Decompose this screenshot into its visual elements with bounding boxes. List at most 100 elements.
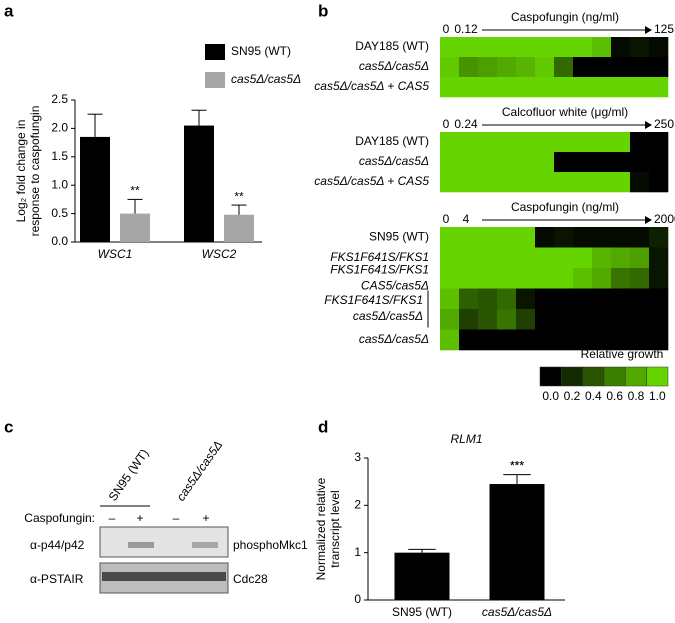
row-label: CAS5/cas5Δ (361, 278, 429, 292)
heatmap-cell (516, 227, 536, 248)
legend-label: cas5Δ/cas5Δ (231, 72, 301, 86)
heatmap-cell (440, 309, 460, 330)
bar (80, 136, 110, 242)
heatmap-cell (611, 152, 631, 173)
legend-swatch (205, 72, 225, 88)
y-axis-label: Normalized relative (314, 477, 328, 580)
heatmap-cell (592, 152, 612, 173)
treatment: + (136, 511, 143, 525)
row-label: FKS1F641S/FKS1 (330, 250, 429, 264)
heatmap-cell (592, 77, 612, 98)
chart-title: RLM1 (450, 432, 482, 446)
heatmap-cell (478, 57, 498, 78)
y-tick-label: 0 (354, 592, 361, 606)
block-title: Caspofungin (ng/ml) (511, 10, 619, 24)
heatmap-cell (478, 37, 498, 58)
colorbar-tick-label: 0.4 (585, 389, 602, 403)
heatmap-cell (592, 37, 612, 58)
heatmap-cell (630, 247, 650, 269)
heatmap-cell (535, 329, 555, 351)
heatmap-cell (478, 77, 498, 98)
heatmap-cell (630, 309, 650, 330)
heatmap-cell (573, 77, 593, 98)
tick-label: 0.12 (454, 22, 478, 36)
heatmap-cell (611, 227, 631, 248)
heatmap-cell (649, 132, 669, 153)
y-axis-label: response to caspofungin (28, 106, 42, 237)
heatmap-cell (611, 37, 631, 58)
heatmap-cell (573, 247, 593, 269)
heatmap-cell (497, 268, 517, 289)
significance: *** (510, 459, 524, 473)
row-label: DAY185 (WT) (355, 39, 429, 53)
y-tick-label: 0.0 (51, 234, 68, 248)
heatmap-cell (554, 132, 574, 153)
row-label: cas5Δ/cas5Δ (359, 332, 429, 346)
row-label: cas5Δ/cas5Δ (353, 309, 423, 323)
heatmap-cell (554, 247, 574, 269)
arrow-head (645, 121, 652, 129)
heatmap-cell (554, 268, 574, 289)
heatmap-cell (630, 57, 650, 78)
heatmap-cell (459, 309, 479, 330)
heatmap-cell (516, 268, 536, 289)
heatmap-cell (516, 247, 536, 269)
y-axis-label: Log₂ fold change in (14, 120, 28, 223)
heatmap-cell (497, 288, 517, 310)
heatmap-cell (554, 227, 574, 248)
colorbar-swatch (625, 366, 647, 387)
heatmap-cell (497, 329, 517, 351)
heatmap-cell (573, 57, 593, 78)
heatmap-cell (611, 77, 631, 98)
heatmap-cell (573, 152, 593, 173)
tick-label: 4 (463, 212, 470, 226)
heatmap-cell (535, 227, 555, 248)
legend-swatch (205, 44, 225, 60)
heatmap-cell (630, 132, 650, 153)
y-tick-label: 3 (354, 450, 361, 464)
row-label: SN95 (WT) (369, 229, 429, 243)
heatmap-cell (516, 132, 536, 153)
heatmap-cell (611, 57, 631, 78)
colorbar-swatch (582, 366, 605, 387)
heatmap-cell (592, 268, 612, 289)
heatmap-cell (478, 227, 498, 248)
heatmap-cell (478, 247, 498, 269)
heatmap-cell (478, 152, 498, 173)
heatmap-cell (440, 247, 460, 269)
heatmap-cell (459, 77, 479, 98)
heatmap-cell (440, 172, 460, 193)
tick-label: 125 (654, 22, 674, 36)
colorbar-swatch (561, 366, 583, 387)
heatmap-cell (554, 37, 574, 58)
heatmap-cell (535, 132, 555, 153)
row-label: cas5Δ/cas5Δ (359, 59, 429, 73)
heatmap-cell (440, 288, 460, 310)
heatmap-cell (573, 288, 593, 310)
colorbar-tick-label: 0.8 (628, 389, 645, 403)
heatmap-cell (516, 172, 536, 193)
heatmap-cell (516, 329, 536, 351)
heatmap-cell (497, 152, 517, 173)
blot-band (128, 542, 154, 548)
tick-label: 0.24 (454, 117, 478, 131)
colorbar-tick-label: 1.0 (649, 389, 666, 403)
heatmap-cell (630, 288, 650, 310)
heatmap-cell (497, 309, 517, 330)
block-title: Calcofluor white (μg/ml) (502, 105, 628, 119)
heatmap-cell (611, 132, 631, 153)
heatmap-cell (478, 268, 498, 289)
heatmap-cell (592, 172, 612, 193)
heatmap-cell (497, 77, 517, 98)
heatmap-cell (554, 152, 574, 173)
heatmap-cell (535, 57, 555, 78)
x-tick-label: WSC2 (202, 247, 237, 261)
heatmap-cell (649, 172, 669, 193)
heatmap-cell (611, 309, 631, 330)
heatmap-cell (649, 57, 669, 78)
heatmap-cell (440, 132, 460, 153)
heatmap-cell (573, 329, 593, 351)
heatmap-cell (535, 268, 555, 289)
row-label: cas5Δ/cas5Δ + CAS5 (314, 174, 429, 188)
heatmap-cell (649, 288, 669, 310)
